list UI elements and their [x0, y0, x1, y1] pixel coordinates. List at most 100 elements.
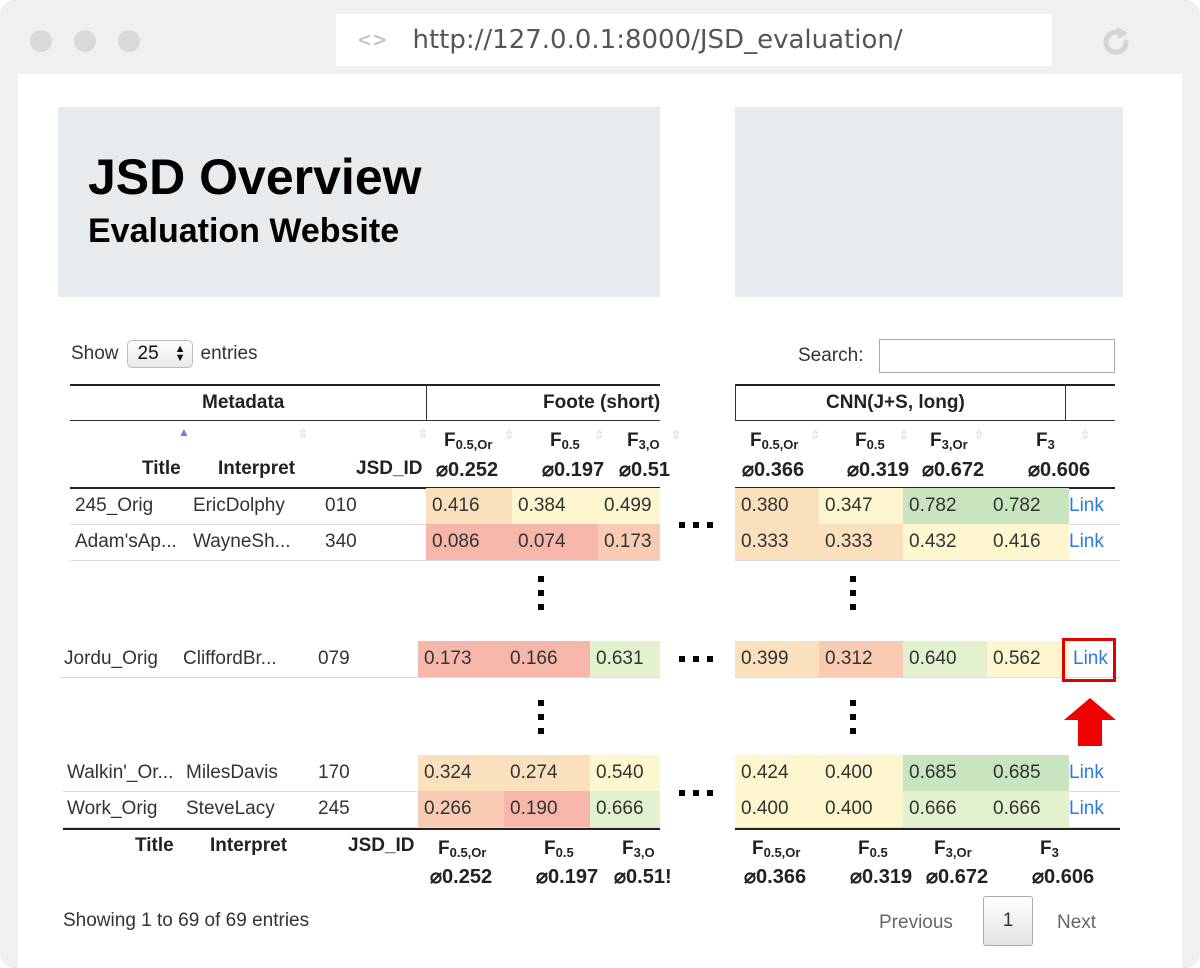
- f-subscript: 3,Or: [945, 845, 972, 860]
- row-separator: [63, 827, 660, 828]
- table.cnn_cols-col-label[interactable]: F0.5: [858, 838, 888, 860]
- horizontal-ellipsis: [679, 656, 713, 662]
- cell-interpret: WayneSh...: [193, 531, 291, 552]
- window-minimize-dot[interactable]: [74, 30, 96, 52]
- table.cnn_cols-col-label[interactable]: F3,Or: [934, 838, 972, 860]
- column-header-jsd-id[interactable]: JSD_ID: [356, 458, 423, 479]
- f-base: F: [1036, 430, 1048, 451]
- page-1-button[interactable]: 1: [983, 896, 1033, 946]
- row-separator: [735, 677, 1120, 678]
- table.foote_cols-col-label[interactable]: F0.5,Or: [444, 430, 492, 452]
- row-link[interactable]: Link: [1069, 495, 1104, 516]
- f-base: F: [438, 838, 450, 859]
- entries-label: entries: [200, 343, 258, 364]
- table-top-border-left: [70, 384, 660, 386]
- row-link[interactable]: Link: [1069, 531, 1104, 552]
- f-subscript: 3,O: [638, 437, 660, 452]
- page-subtitle: Evaluation Website: [88, 212, 400, 250]
- cell-jsd-id: 079: [318, 648, 350, 669]
- cell-cnn-score: 0.333: [819, 524, 903, 560]
- sort-icon[interactable]: ⇳: [671, 428, 682, 442]
- footer-header-jsd-id: JSD_ID: [348, 835, 415, 856]
- table.cnn_cols-col-average: ⌀0.319: [847, 459, 910, 481]
- cell-cnn-score: 0.400: [819, 755, 903, 791]
- vertical-ellipsis: [538, 700, 544, 742]
- cell-cnn-score: 0.685: [987, 755, 1069, 791]
- table.cnn_cols-col-label[interactable]: F3,Or: [930, 430, 968, 452]
- table.cnn_cols-col-label[interactable]: F0.5: [855, 430, 885, 452]
- length-control: Show 25 ▲ ▼ entries: [71, 340, 258, 368]
- cell-cnn-score: 0.424: [735, 755, 819, 791]
- cell-foote-score: 0.266: [418, 791, 504, 827]
- column-header-interpret[interactable]: Interpret: [218, 458, 296, 479]
- header-panel-left: [58, 107, 660, 297]
- table.foote_cols-col-label[interactable]: F0.5: [544, 838, 574, 860]
- table.foote_cols-col-average: ⌀0.252: [436, 459, 499, 481]
- f-base: F: [544, 838, 556, 859]
- table.cnn_cols-col-label[interactable]: F0.5,Or: [752, 838, 800, 860]
- sort-icon[interactable]: ⇳: [1080, 428, 1091, 442]
- table.foote_cols-col-average: ⌀0.51!: [614, 866, 672, 888]
- f-base: F: [550, 430, 562, 451]
- sort-icon[interactable]: ⇳: [810, 428, 821, 442]
- cell-foote-score: 0.274: [504, 755, 590, 791]
- cell-cnn-score: 0.400: [735, 791, 819, 827]
- table.foote_cols-col-label[interactable]: F3,O: [622, 838, 655, 860]
- f-base: F: [1040, 838, 1052, 859]
- cell-title: Adam'sAp...: [75, 531, 177, 552]
- cell-interpret: EricDolphy: [193, 495, 285, 516]
- row-separator: [735, 827, 1120, 828]
- table.cnn_cols-col-average: ⌀0.366: [744, 866, 807, 888]
- row-link[interactable]: Link: [1073, 648, 1108, 669]
- group-header-foote: Foote (short): [543, 392, 661, 413]
- cell-interpret: MilesDavis: [186, 762, 278, 783]
- row-link[interactable]: Link: [1069, 762, 1104, 783]
- table.cnn_cols-col-label[interactable]: F0.5,Or: [750, 430, 798, 452]
- table.cnn_cols-col-label[interactable]: F3: [1040, 838, 1059, 860]
- table.foote_cols-col-label[interactable]: F0.5: [550, 430, 580, 452]
- cell-foote-score: 0.166: [504, 641, 590, 677]
- entries-select[interactable]: 25 ▲ ▼: [126, 340, 193, 368]
- row-separator: [70, 560, 660, 561]
- column-header-title[interactable]: Title: [142, 458, 181, 479]
- search-input[interactable]: [879, 339, 1115, 373]
- reload-icon[interactable]: [1098, 24, 1134, 60]
- next-button[interactable]: Next: [1057, 912, 1097, 933]
- cell-foote-score: 0.190: [504, 791, 590, 827]
- sort-icon[interactable]: ⇳: [899, 428, 910, 442]
- cell-foote-score: 0.384: [512, 488, 598, 524]
- cell-cnn-score: 0.782: [903, 488, 987, 524]
- cell-foote-score: 0.540: [590, 755, 660, 791]
- f-subscript: 0.5: [555, 845, 574, 860]
- cell-cnn-score: 0.312: [819, 641, 903, 677]
- table.cnn_cols-col-average: ⌀0.672: [922, 459, 985, 481]
- f-base: F: [752, 838, 764, 859]
- table.foote_cols-col-label[interactable]: F0.5,Or: [438, 838, 486, 860]
- cell-jsd-id: 010: [325, 495, 357, 516]
- cell-cnn-score: 0.333: [735, 524, 819, 560]
- table.cnn_cols-col-average: ⌀0.606: [1028, 459, 1091, 481]
- table.foote_cols-col-average: ⌀0.197: [536, 866, 599, 888]
- link-highlight-box: [1062, 638, 1116, 682]
- f-base: F: [934, 838, 946, 859]
- table.cnn_cols-col-average: ⌀0.606: [1032, 866, 1095, 888]
- address-bar[interactable]: <> http://127.0.0.1:8000/JSD_evaluation/: [336, 14, 1052, 66]
- f-subscript: 0.5: [561, 437, 580, 452]
- row-link[interactable]: Link: [1069, 798, 1104, 819]
- sort-icon[interactable]: ⇳: [504, 428, 515, 442]
- window-close-dot[interactable]: [30, 30, 52, 52]
- sort-asc-icon[interactable]: ▲: [178, 425, 190, 439]
- sort-icon[interactable]: ⇳: [418, 427, 429, 441]
- previous-button[interactable]: Previous: [879, 912, 953, 933]
- header-panel-right: [735, 107, 1123, 297]
- table.cnn_cols-col-average: ⌀0.672: [926, 866, 989, 888]
- table.foote_cols-col-label[interactable]: F3,O: [627, 430, 660, 452]
- table.cnn_cols-col-label[interactable]: F3: [1036, 430, 1055, 452]
- cell-title: Work_Orig: [67, 798, 158, 819]
- sort-icon[interactable]: ⇳: [974, 428, 985, 442]
- f-subscript: 0.5,Or: [449, 845, 487, 860]
- sort-icon[interactable]: ⇳: [594, 428, 605, 442]
- f-base: F: [444, 430, 456, 451]
- window-zoom-dot[interactable]: [118, 30, 140, 52]
- sort-icon[interactable]: ⇳: [298, 427, 309, 441]
